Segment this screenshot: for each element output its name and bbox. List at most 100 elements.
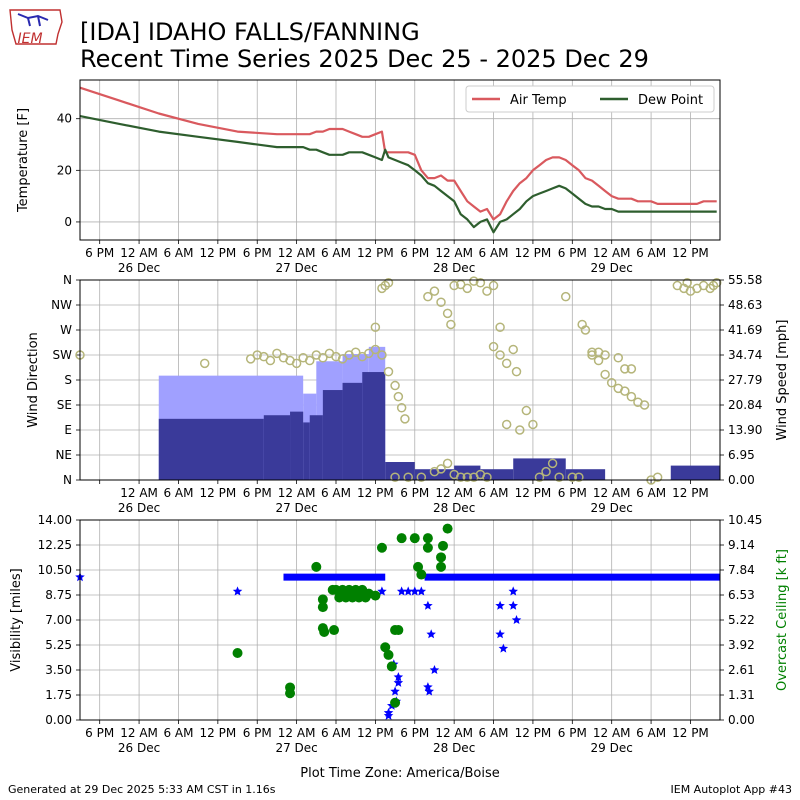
wind-direction-point [482, 286, 492, 296]
wind-speed-tick-label: 13.90 [728, 423, 762, 437]
wind-direction-point [528, 419, 538, 430]
ceiling-point [311, 561, 322, 572]
wind-direction-point [708, 280, 719, 291]
temp-x-tick-label: 6 PM [558, 246, 587, 260]
wind-direction-point [370, 322, 381, 332]
x-axis-timezone-label: Plot Time Zone: America/Boise [300, 766, 499, 781]
wind-direction-point [390, 472, 400, 482]
footer-generated: Generated at 29 Dec 2025 5:33 AM CST in … [8, 783, 276, 796]
wind-direction-point [613, 353, 624, 363]
vis-x-tick-label: 12 AM [435, 726, 473, 740]
wind-speed-bar [263, 415, 291, 480]
wind-direction-point [304, 355, 315, 366]
visibility-point [511, 615, 522, 624]
wind-direction-point [620, 364, 630, 374]
footer-app: IEM Autoplot App #43 [671, 783, 793, 796]
wind-speed-bar [385, 462, 415, 480]
ceiling-point [422, 542, 433, 553]
wind-direction-point [462, 472, 473, 482]
wind-direction-point [515, 425, 525, 435]
wind-direction-point [383, 278, 394, 288]
wind-x-tick-label: 6 PM [558, 486, 587, 500]
visibility-point [495, 629, 505, 639]
temp-x-tick-label: 6 AM [163, 246, 193, 260]
vis-x-tick-label: 6 PM [243, 726, 272, 740]
ceiling-y-tick-label: 6.53 [728, 588, 755, 602]
visibility-point [498, 643, 509, 653]
visibility-point [423, 600, 433, 610]
temp-x-tick-label: 6 AM [321, 246, 351, 260]
vis-y-tick-label: 0.00 [45, 713, 72, 727]
wind-direction-point [446, 319, 456, 330]
dew-point-line [79, 115, 717, 234]
network-symbol-icon [17, 13, 49, 27]
vis-x-tick-label: 12 AM [120, 726, 158, 740]
wind-speed-bar [322, 390, 343, 480]
wind-direction-point [620, 386, 630, 396]
wind-direction-point [554, 472, 564, 482]
ceiling-point [317, 602, 328, 613]
wind-direction-point [501, 358, 512, 369]
wind-x-tick-label: 6 AM [479, 486, 509, 500]
iowa-map-outline-icon [9, 9, 63, 45]
vis-y-tick-label: 8.75 [45, 588, 72, 602]
temp-legend: Air Temp Dew Point [465, 85, 715, 113]
ceiling-point [437, 540, 448, 551]
ceiling-y-tick-label: 3.92 [728, 638, 755, 652]
temp-x-tick-label: 12 AM [278, 246, 316, 260]
wind-speed-bar [670, 465, 720, 480]
wind-direction-point [390, 380, 400, 391]
wind-direction-point [383, 366, 394, 377]
wind-direction-point [488, 341, 499, 352]
vis-y-tick-label: 12.25 [38, 538, 72, 552]
ceiling-point [413, 561, 424, 572]
visibility-point [383, 710, 394, 720]
ceiling-point [436, 552, 447, 563]
vis-x-tick-label: 6 PM [85, 726, 114, 740]
vis-x-tick-label: 12 AM [593, 726, 631, 740]
vis-date-label: 28 Dec [433, 741, 475, 755]
wind-direction-point [370, 344, 381, 355]
vis-date-label: 29 Dec [591, 741, 633, 755]
wind-date-label: 29 Dec [591, 501, 633, 515]
wind-dir-tick-label: SE [57, 398, 72, 412]
wind-dir-tick-label: S [64, 373, 72, 387]
temp-y-axis-label: Temperature [F] [16, 108, 31, 213]
wind-x-tick-label: 6 AM [636, 486, 666, 500]
vis-x-tick-label: 6 PM [558, 726, 587, 740]
vis-x-tick-label: 12 PM [200, 726, 237, 740]
wind-direction-point [429, 286, 440, 296]
temp-y-tick-label: 20 [57, 163, 72, 177]
chart-subtitle: Recent Time Series 2025 Dec 25 - 2025 De… [80, 45, 649, 73]
wind-speed-bar [414, 469, 455, 480]
wind-dir-tick-label: NE [55, 448, 72, 462]
wind-direction-point [534, 472, 545, 482]
wind-x-tick-label: 12 PM [357, 486, 394, 500]
wind-x-tick-label: 12 AM [435, 486, 473, 500]
wind-direction-point [199, 358, 210, 369]
wind-direction-point [541, 466, 551, 477]
wind-x-tick-label: 12 AM [120, 486, 158, 500]
iem-logo: IEM [9, 9, 63, 47]
wind-dir-tick-label: SW [53, 348, 73, 362]
temp-plot-frame [79, 79, 721, 241]
wind-x-tick-label: 12 AM [278, 486, 316, 500]
wind-date-label: 28 Dec [433, 501, 475, 515]
wind-speed-bar [303, 422, 310, 480]
ceiling-point [436, 561, 447, 572]
wind-direction-point [331, 351, 341, 362]
temp-x-tick-label: 12 AM [120, 246, 158, 260]
temp-date-label: 29 Dec [591, 261, 633, 275]
vis-plot-frame [79, 519, 721, 721]
visibility-point [403, 586, 413, 596]
wind-direction-point [475, 278, 486, 288]
wind-direction-point [652, 472, 663, 482]
wind-speed-bar [362, 372, 386, 480]
ceiling-y-tick-label: 0.00 [728, 713, 755, 727]
wind-dir-tick-label: N [63, 473, 72, 487]
wind-direction-point [396, 403, 407, 413]
visibility-point [390, 686, 400, 696]
visibility-point [416, 586, 427, 596]
wind-direction-point [521, 405, 532, 416]
